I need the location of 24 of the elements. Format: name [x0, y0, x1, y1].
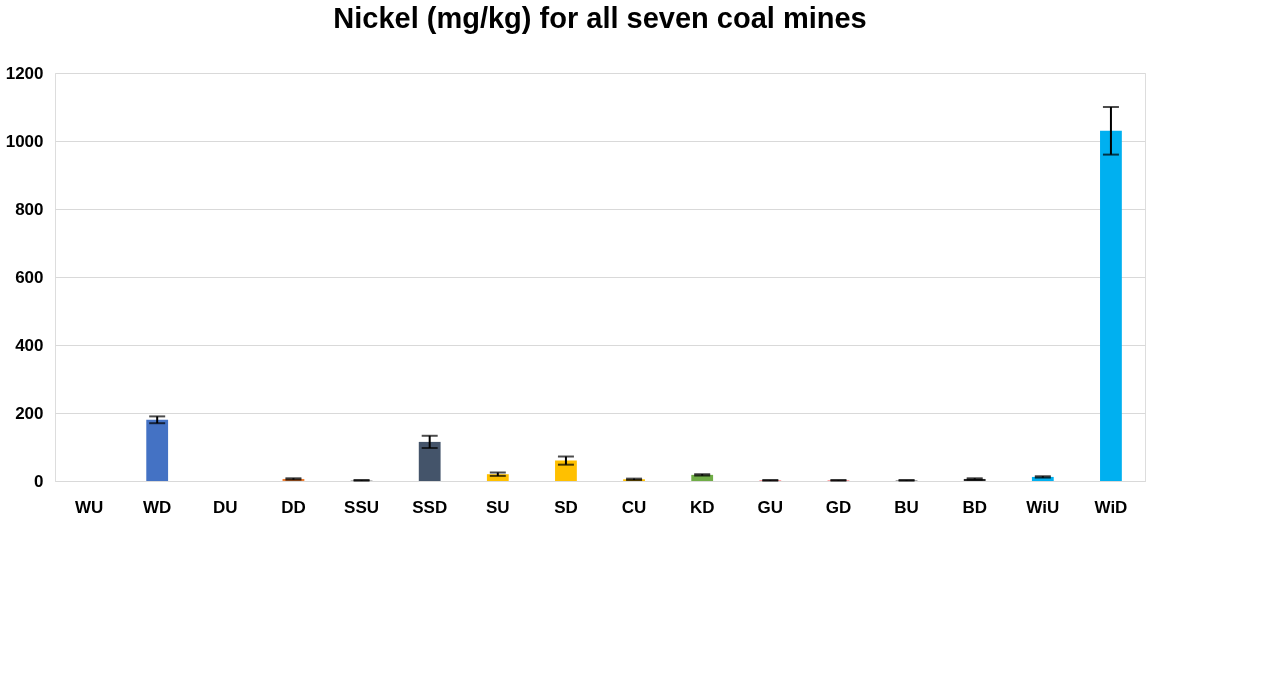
- y-tick-label: 0: [34, 471, 44, 491]
- y-tick-label: 600: [15, 267, 44, 287]
- x-tick-label: DU: [213, 497, 238, 517]
- x-tick-label: WD: [143, 497, 172, 517]
- x-tick-label: GU: [757, 497, 784, 517]
- x-tick-label: SD: [554, 497, 578, 517]
- y-tick-label: 400: [15, 335, 44, 355]
- chart-title: Nickel (mg/kg) for all seven coal mines: [333, 2, 867, 34]
- x-tick-label: BU: [894, 497, 919, 517]
- y-tick-label: 1200: [5, 63, 44, 83]
- x-tick-label: CU: [621, 497, 647, 517]
- x-tick-label: WU: [74, 497, 104, 517]
- x-tick-label: DD: [281, 497, 306, 517]
- y-tick-label: 1000: [5, 131, 44, 151]
- x-tick-label: WiU: [1026, 497, 1060, 517]
- x-tick-label: WiD: [1094, 497, 1128, 517]
- x-tick-label: BD: [962, 497, 987, 517]
- y-tick-label: 200: [15, 403, 44, 423]
- x-tick-label: GD: [825, 497, 852, 517]
- x-tick-label: SSD: [412, 497, 448, 517]
- x-tick-label: SSU: [344, 497, 380, 517]
- y-tick-label: 800: [15, 199, 44, 219]
- x-tick-label: KD: [689, 497, 715, 517]
- x-tick-label: SU: [486, 497, 510, 517]
